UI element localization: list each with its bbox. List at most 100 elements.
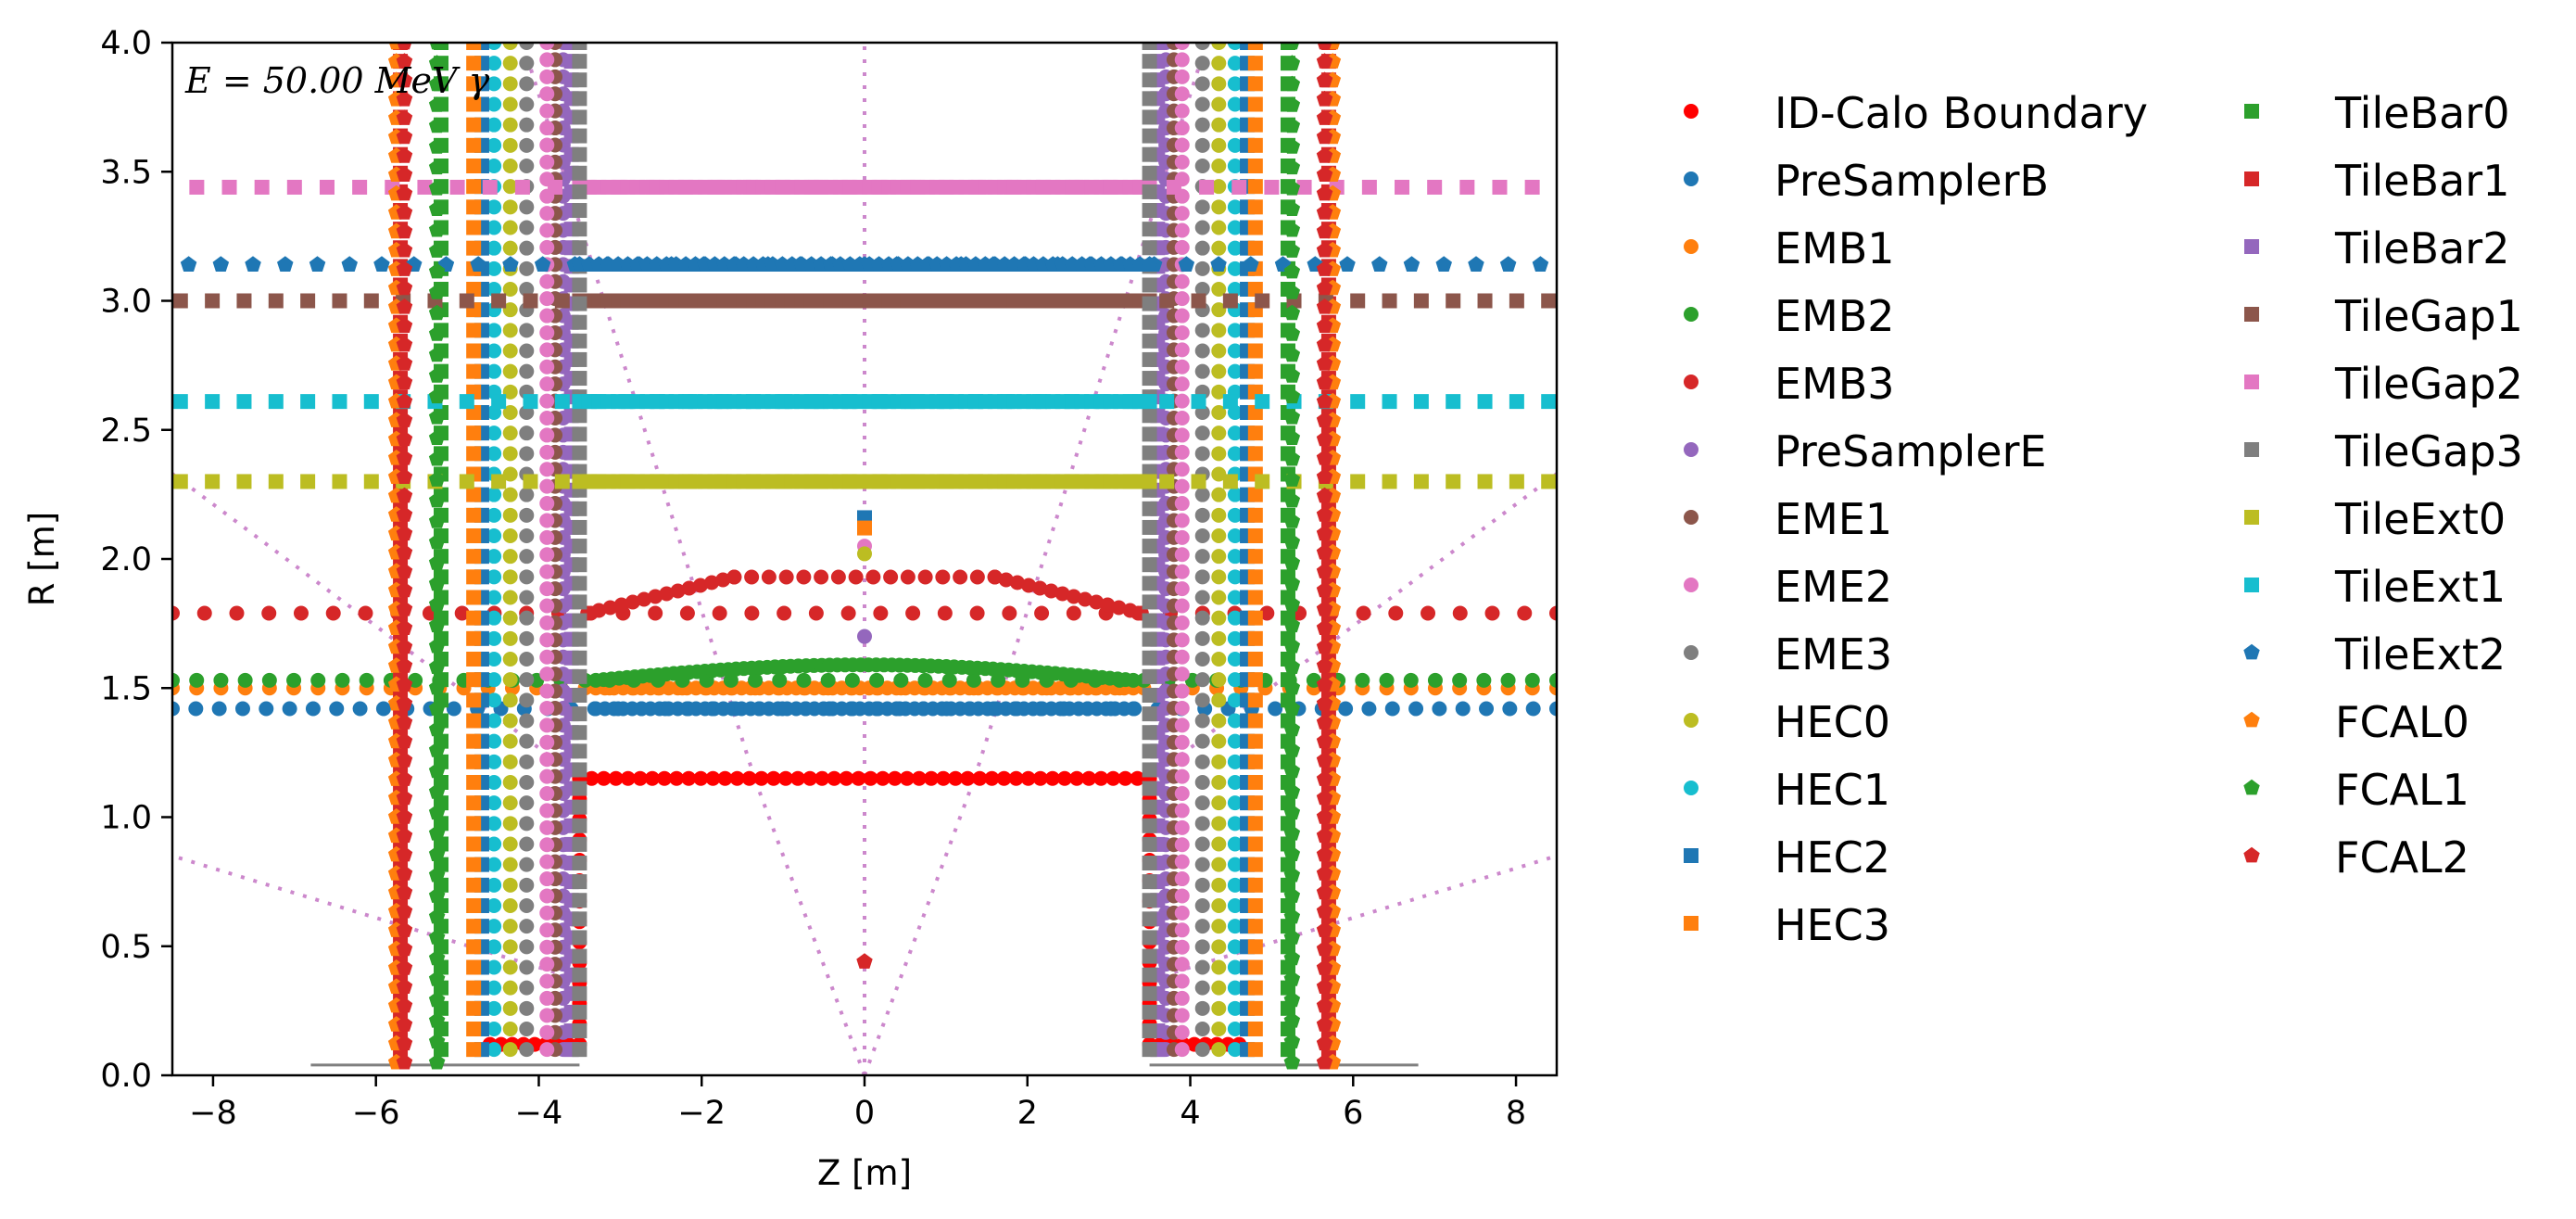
data-point: [572, 1023, 587, 1039]
data-point: [466, 363, 482, 379]
data-point: [1316, 563, 1333, 578]
data-point: [1142, 668, 1157, 684]
data-point: [428, 96, 446, 112]
data-point: [428, 658, 446, 674]
data-point: [466, 527, 482, 543]
x-tick-label: 6: [1343, 1095, 1363, 1132]
data-point: [1524, 672, 1540, 688]
data-point: [466, 343, 482, 359]
data-point: [539, 649, 555, 665]
data-point: [1194, 96, 1210, 112]
data-point: [748, 672, 764, 688]
data-point: [1283, 242, 1301, 258]
data-point: [777, 770, 793, 786]
center-point: [857, 546, 872, 562]
data-point: [539, 411, 555, 426]
data-point: [305, 701, 321, 717]
data-point: [502, 836, 518, 852]
data-point: [1247, 959, 1263, 975]
data-point: [396, 827, 413, 844]
data-point: [428, 720, 446, 737]
data-point: [1159, 293, 1175, 309]
data-point: [1247, 651, 1263, 667]
data-point: [1283, 804, 1301, 820]
data-point: [539, 86, 555, 102]
data-point: [396, 676, 413, 692]
data-point: [572, 43, 587, 50]
data-point: [189, 179, 205, 195]
data-point: [1227, 919, 1243, 934]
data-point: [539, 667, 555, 682]
legend-item: HEC2: [1684, 832, 1890, 883]
data-point: [1413, 394, 1429, 410]
data-point: [1255, 293, 1270, 309]
data-point: [1283, 387, 1301, 404]
data-point: [519, 651, 535, 667]
data-point: [325, 605, 341, 621]
legend-marker: [2244, 442, 2259, 457]
data-point: [261, 605, 277, 621]
data-point: [502, 363, 518, 379]
legend-label: EME2: [1774, 562, 1892, 612]
data-point: [466, 117, 482, 133]
data-point: [519, 857, 535, 872]
data-point: [396, 1016, 413, 1032]
data-point: [396, 525, 413, 541]
data-point: [1283, 200, 1301, 216]
data-point: [466, 610, 482, 626]
data-point: [482, 179, 498, 195]
data-point: [1247, 816, 1263, 832]
data-point: [1174, 683, 1190, 699]
data-point: [1142, 930, 1157, 946]
data-point: [1174, 393, 1190, 409]
data-point: [259, 701, 274, 717]
data-point: [1142, 43, 1157, 50]
data-point: [1247, 897, 1263, 913]
data-point: [1174, 478, 1190, 494]
data-point: [502, 795, 518, 811]
data-point: [519, 836, 535, 852]
data-point: [1174, 667, 1190, 682]
data-point: [1227, 1021, 1243, 1036]
data-point: [572, 743, 587, 759]
legend-label: HEC1: [1774, 765, 1890, 815]
data-point: [519, 240, 535, 256]
data-point: [1174, 411, 1190, 426]
data-point: [396, 487, 413, 503]
data-point: [205, 474, 221, 489]
data-point: [1395, 179, 1410, 195]
data-point: [428, 762, 446, 779]
series-eme2: [539, 43, 1190, 1058]
data-point: [539, 496, 555, 512]
data-point: [428, 367, 446, 383]
data-point: [1316, 1035, 1333, 1051]
data-point: [1174, 239, 1190, 255]
data-point: [1283, 824, 1301, 841]
data-point: [396, 506, 413, 522]
data-point: [1032, 770, 1048, 786]
data-point: [519, 939, 535, 955]
series-hec3: [466, 43, 1263, 1058]
data-point: [1227, 959, 1243, 975]
data-point: [1174, 324, 1190, 340]
data-point: [572, 687, 587, 703]
data-point: [1077, 591, 1092, 607]
data-point: [1316, 902, 1333, 919]
data-point: [396, 770, 413, 786]
x-tick-label: 8: [1506, 1095, 1526, 1132]
data-point: [563, 43, 579, 50]
data-point: [1211, 384, 1227, 400]
data-point: [196, 605, 212, 621]
data-point: [502, 733, 518, 749]
data-point: [396, 1053, 413, 1070]
data-point: [1316, 487, 1333, 503]
data-point: [1227, 651, 1243, 667]
data-point: [428, 200, 446, 216]
data-point: [1211, 117, 1227, 133]
data-point: [1194, 672, 1210, 688]
data-point: [1283, 159, 1301, 175]
data-point: [875, 770, 890, 786]
data-point: [1227, 630, 1243, 646]
data-point: [1009, 575, 1025, 590]
data-point: [941, 672, 957, 688]
